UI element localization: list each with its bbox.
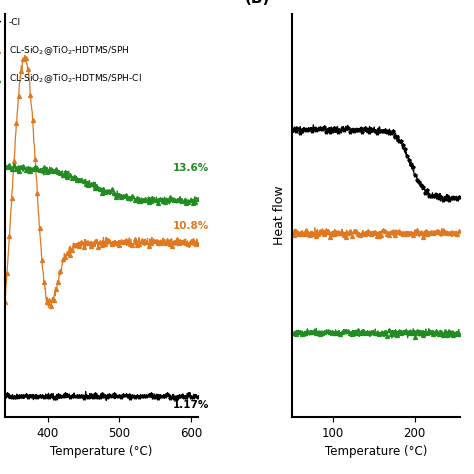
- Text: (B): (B): [245, 0, 270, 6]
- Text: -Cl: -Cl: [9, 18, 21, 27]
- Y-axis label: Heat flow: Heat flow: [273, 186, 286, 246]
- Text: 1.17%: 1.17%: [173, 400, 209, 410]
- X-axis label: Temperature (°C): Temperature (°C): [325, 446, 427, 458]
- X-axis label: Temperature (°C): Temperature (°C): [50, 446, 153, 458]
- Text: CL-SiO$_2$@TiO$_2$-HDTMS/SPH: CL-SiO$_2$@TiO$_2$-HDTMS/SPH: [9, 44, 129, 57]
- Text: CL-SiO$_2$@TiO$_2$-HDTMS/SPH-Cl: CL-SiO$_2$@TiO$_2$-HDTMS/SPH-Cl: [9, 73, 141, 85]
- Text: 13.6%: 13.6%: [173, 163, 209, 173]
- Text: 10.8%: 10.8%: [173, 221, 209, 231]
